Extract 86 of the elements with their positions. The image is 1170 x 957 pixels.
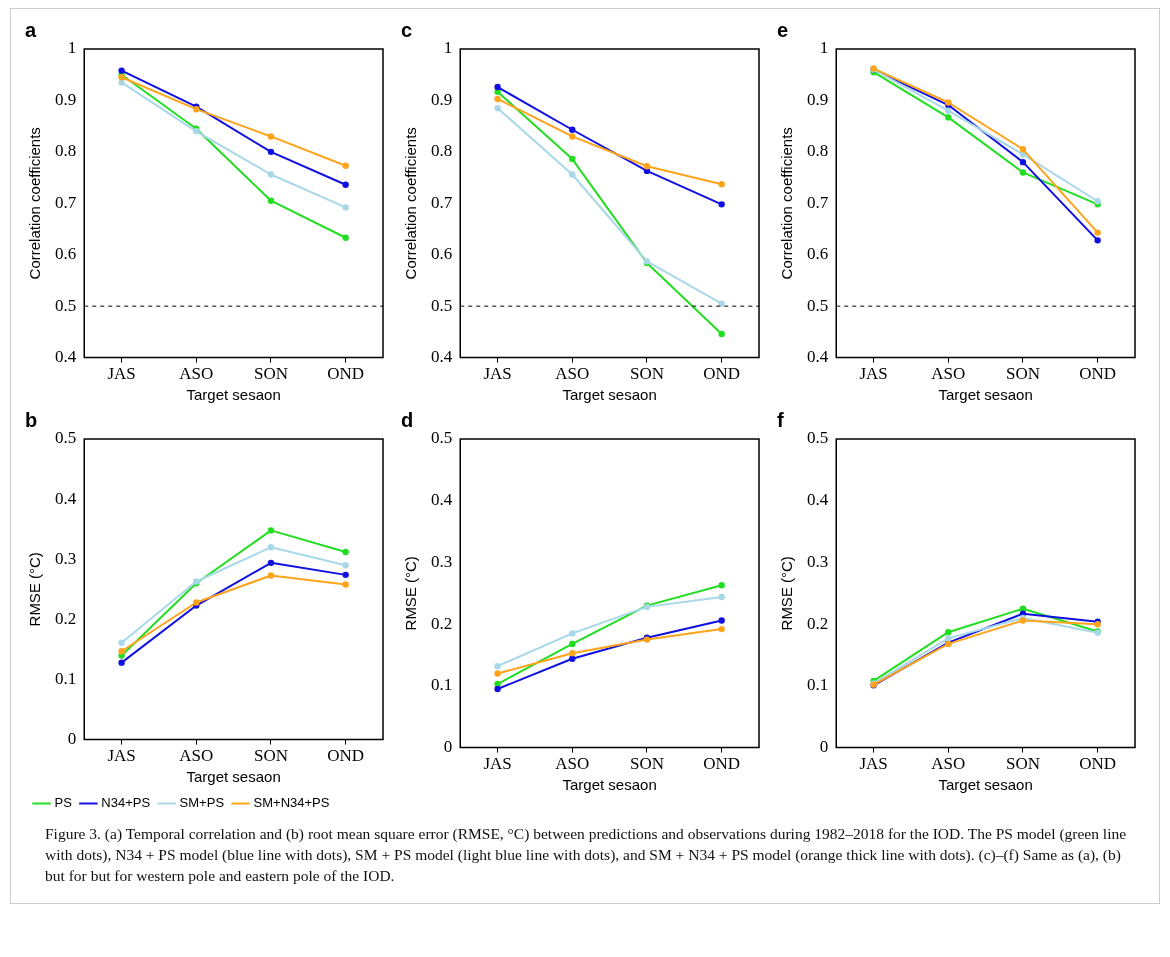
chart-title: e (777, 18, 789, 41)
x-tick-label: JAS (483, 364, 512, 384)
y-tick-label: 0.4 (807, 347, 829, 367)
x-tick-label: SON (1005, 364, 1040, 384)
y-tick-label: 0.5 (55, 295, 77, 315)
x-tick-label: JAS (483, 754, 512, 774)
y-tick-label: 0 (819, 737, 829, 757)
y-tick-label: 0 (443, 737, 453, 757)
x-tick-label: ASO (179, 746, 214, 766)
y-axis-title: RMSE (°C) (778, 556, 796, 631)
x-tick-label: SON (253, 746, 288, 766)
y-axis-title: Correlation coefficients (402, 127, 420, 280)
y-tick-label: 0.1 (55, 668, 77, 688)
legend-label: SM+PS (179, 795, 225, 811)
y-tick-label: 0.6 (55, 244, 77, 264)
y-axis-title: Correlation coefficients (26, 127, 44, 280)
x-axis-title: Target sesaon (562, 386, 657, 404)
y-tick-label: 0.7 (431, 192, 453, 212)
y-tick-label: 0.4 (431, 490, 453, 510)
y-axis-title: Correlation coefficients (778, 127, 796, 280)
y-tick-label: 0.3 (55, 548, 77, 568)
x-tick-label: OND (327, 746, 365, 766)
y-tick-label: 0.5 (807, 295, 829, 315)
y-tick-label: 0.2 (807, 613, 829, 633)
x-tick-label: OND (1079, 364, 1117, 384)
x-tick-label: SON (629, 754, 664, 774)
y-tick-label: 0.6 (807, 244, 829, 264)
y-tick-label: 0.4 (55, 347, 77, 367)
x-tick-label: JAS (107, 364, 136, 384)
x-axis-title: Target sesaon (562, 776, 657, 794)
x-tick-label: ASO (555, 364, 590, 384)
y-tick-label: 0.3 (431, 551, 453, 571)
x-axis-title: Target sesaon (938, 776, 1033, 794)
y-tick-label: 0.5 (431, 295, 453, 315)
x-axis-title: Target sesaon (938, 386, 1033, 404)
x-tick-label: JAS (859, 754, 888, 774)
x-tick-label: SON (1005, 754, 1040, 774)
y-tick-label: 0.8 (431, 141, 453, 161)
y-tick-label: 0.2 (55, 608, 77, 628)
y-tick-label: 0.5 (807, 428, 829, 448)
x-tick-label: SON (253, 364, 288, 384)
chart-title: d (401, 408, 414, 431)
x-tick-label: JAS (859, 364, 888, 384)
x-tick-label: OND (327, 364, 365, 384)
y-tick-label: 0.9 (431, 89, 453, 109)
y-tick-label: 0.1 (431, 675, 453, 695)
y-tick-label: 0.8 (807, 141, 829, 161)
y-tick-label: 0.4 (807, 490, 829, 510)
x-axis-title: Target sesaon (186, 768, 281, 786)
y-tick-label: 0.1 (807, 675, 829, 695)
chart-title: f (777, 408, 784, 431)
x-tick-label: JAS (107, 746, 136, 766)
y-tick-label: 0 (67, 729, 77, 749)
legend-label: PS (54, 795, 73, 811)
y-tick-label: 0.3 (807, 551, 829, 571)
legend-label: N34+PS (101, 795, 151, 811)
x-tick-label: ASO (931, 364, 966, 384)
x-tick-label: OND (1079, 754, 1117, 774)
y-tick-label: 0.2 (431, 613, 453, 633)
x-tick-label: ASO (555, 754, 590, 774)
chart-title: c (401, 18, 413, 41)
y-tick-label: 0.8 (55, 141, 77, 161)
y-tick-label: 1 (443, 38, 453, 58)
y-tick-label: 0.7 (807, 192, 829, 212)
legend-label: SM+N34+PS (253, 795, 330, 811)
y-tick-label: 1 (67, 38, 77, 58)
x-tick-label: ASO (931, 754, 966, 774)
y-tick-label: 0.5 (55, 428, 77, 448)
y-axis-title: RMSE (°C) (402, 556, 420, 631)
y-tick-label: 0.6 (431, 244, 453, 264)
x-tick-label: OND (703, 364, 741, 384)
x-tick-label: ASO (179, 364, 214, 384)
y-tick-label: 0.7 (55, 192, 77, 212)
chart-title: b (25, 408, 38, 431)
y-tick-label: 0.4 (431, 347, 453, 367)
y-axis-title: RMSE (°C) (26, 552, 44, 627)
x-tick-label: SON (629, 364, 664, 384)
x-tick-label: OND (703, 754, 741, 774)
caption: Figure 3. (a) Temporal correlation and (b) root mean square error (RMSE, °C) between predictions and observations during 1982–2018 for the IOD. The PS model (green line with dots), N34 + PS model (blue line with dots), SM + PS model (light blue line with dots), and SM + N34 + PS model (orange thick line with dots). (c)–(f) Same as (a), (b) but for but for western pole and eastern pole of the IOD. (45, 824, 1128, 886)
x-axis-title: Target sesaon (186, 386, 281, 404)
y-tick-label: 0.4 (55, 488, 77, 508)
y-tick-label: 0.5 (431, 428, 453, 448)
chart-title: a (25, 18, 37, 41)
y-tick-label: 0.9 (55, 89, 77, 109)
y-tick-label: 1 (819, 38, 829, 58)
y-tick-label: 0.9 (807, 89, 829, 109)
